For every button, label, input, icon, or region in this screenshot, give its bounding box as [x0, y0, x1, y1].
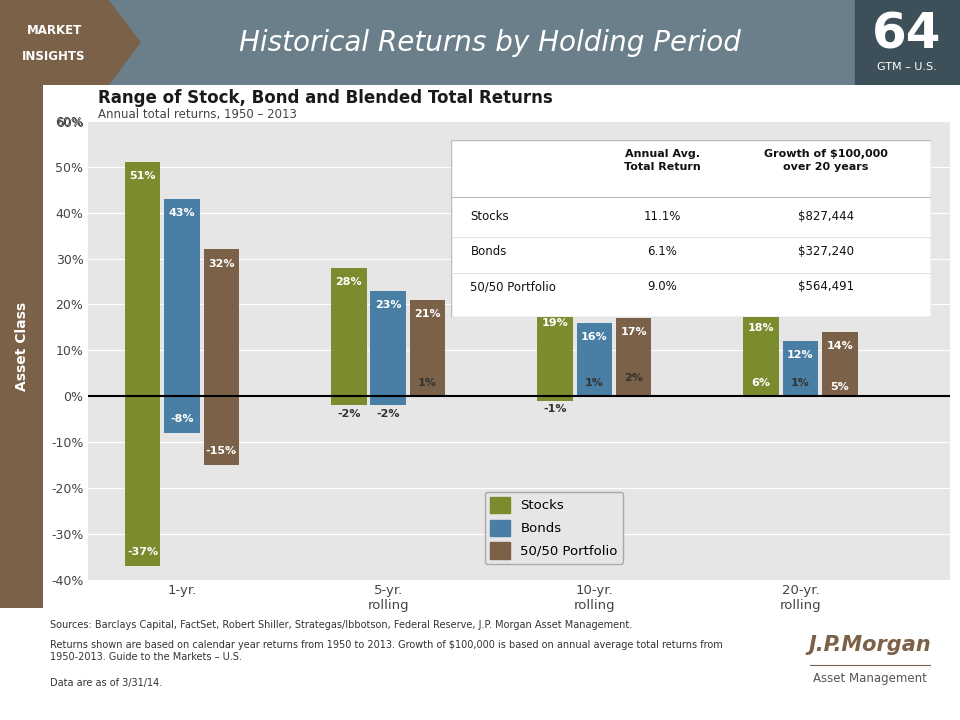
Bar: [743, 314, 779, 396]
Text: Annual total returns, 1950 – 2013: Annual total returns, 1950 – 2013: [98, 108, 297, 121]
Text: 14%: 14%: [827, 341, 853, 351]
Text: 23%: 23%: [375, 300, 401, 310]
Bar: [782, 341, 818, 396]
Text: Returns shown are based on calendar year returns from 1950 to 2013. Growth of $1: Returns shown are based on calendar year…: [50, 640, 723, 662]
Text: 18%: 18%: [748, 323, 775, 333]
Text: 51%: 51%: [130, 171, 156, 181]
Bar: [410, 392, 445, 396]
Text: 11.1%: 11.1%: [644, 210, 681, 222]
Text: 43%: 43%: [169, 208, 195, 218]
Text: 50/50 Portfolio: 50/50 Portfolio: [470, 280, 556, 293]
Text: 5%: 5%: [830, 382, 850, 392]
Text: $327,240: $327,240: [798, 245, 853, 258]
Bar: [743, 369, 779, 396]
Text: GTM – U.S.: GTM – U.S.: [877, 62, 937, 72]
Text: 60%: 60%: [56, 117, 84, 130]
Bar: [164, 199, 200, 396]
Text: 19%: 19%: [541, 318, 568, 328]
Text: Sources: Barclays Capital, FactSet, Robert Shiller, Strategas/Ibbotson, Federal : Sources: Barclays Capital, FactSet, Robe…: [50, 621, 633, 630]
Text: $564,491: $564,491: [798, 280, 853, 293]
Text: 6%: 6%: [752, 378, 771, 388]
Text: 64: 64: [873, 11, 942, 59]
Bar: [125, 396, 160, 566]
Text: -2%: -2%: [376, 409, 400, 419]
Polygon shape: [108, 0, 140, 85]
Text: 9.0%: 9.0%: [648, 280, 677, 293]
Bar: [204, 249, 239, 396]
Text: Annual Avg.
Total Return: Annual Avg. Total Return: [624, 149, 701, 171]
Bar: [616, 387, 652, 396]
Text: 21%: 21%: [414, 309, 441, 319]
Text: 2%: 2%: [624, 373, 643, 383]
Text: 1%: 1%: [585, 378, 604, 388]
Text: -15%: -15%: [205, 446, 237, 456]
Text: 6.1%: 6.1%: [647, 245, 678, 258]
Text: INSIGHTS: INSIGHTS: [22, 50, 85, 63]
Bar: [538, 396, 573, 401]
Bar: [410, 300, 445, 396]
Bar: [331, 268, 367, 396]
Text: Stocks: Stocks: [470, 210, 509, 222]
Bar: [577, 392, 612, 396]
Text: Data are as of 3/31/14.: Data are as of 3/31/14.: [50, 678, 162, 688]
Bar: [616, 318, 652, 396]
Bar: [125, 162, 160, 396]
Text: 16%: 16%: [581, 332, 608, 342]
Text: Asset Class: Asset Class: [14, 302, 29, 391]
Bar: [164, 396, 200, 433]
Text: -8%: -8%: [170, 414, 194, 423]
Bar: [331, 396, 367, 405]
Bar: [371, 291, 406, 396]
Text: 28%: 28%: [335, 277, 362, 287]
Text: J.P.Morgan: J.P.Morgan: [808, 635, 931, 655]
Text: -37%: -37%: [127, 546, 158, 557]
Text: -2%: -2%: [337, 409, 361, 419]
Legend: Stocks, Bonds, 50/50 Portfolio: Stocks, Bonds, 50/50 Portfolio: [485, 492, 623, 564]
Bar: [822, 373, 857, 396]
Bar: [577, 323, 612, 396]
Text: MARKET: MARKET: [26, 24, 82, 37]
Text: Historical Returns by Holding Period: Historical Returns by Holding Period: [239, 29, 741, 57]
Text: $827,444: $827,444: [798, 210, 853, 222]
Text: Bonds: Bonds: [470, 245, 507, 258]
Text: Range of Stock, Bond and Blended Total Returns: Range of Stock, Bond and Blended Total R…: [98, 89, 553, 107]
Bar: [0, 0, 108, 85]
Text: -1%: -1%: [543, 405, 566, 415]
Text: 12%: 12%: [787, 350, 814, 360]
Text: Growth of $100,000
over 20 years: Growth of $100,000 over 20 years: [763, 149, 888, 171]
Text: 1%: 1%: [791, 378, 810, 388]
Text: Asset Management: Asset Management: [813, 672, 927, 685]
Bar: [204, 396, 239, 465]
Bar: [538, 309, 573, 396]
Text: 32%: 32%: [208, 258, 234, 269]
Text: 17%: 17%: [620, 328, 647, 338]
Bar: [855, 0, 960, 85]
Bar: [822, 332, 857, 396]
Text: 1%: 1%: [419, 378, 437, 388]
Bar: [782, 392, 818, 396]
Bar: [371, 396, 406, 405]
